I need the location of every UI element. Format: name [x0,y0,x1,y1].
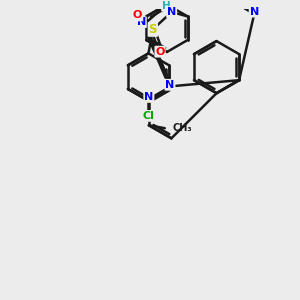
Text: CH₃: CH₃ [173,123,193,133]
Text: N: N [136,17,146,27]
Text: O: O [155,47,165,57]
Text: Cl: Cl [142,111,154,121]
Text: N: N [167,7,176,17]
Text: N: N [144,92,154,102]
Text: N: N [165,80,175,90]
Text: O: O [132,11,142,20]
Text: H: H [162,1,171,11]
Text: S: S [148,23,157,36]
Text: N: N [250,7,259,16]
